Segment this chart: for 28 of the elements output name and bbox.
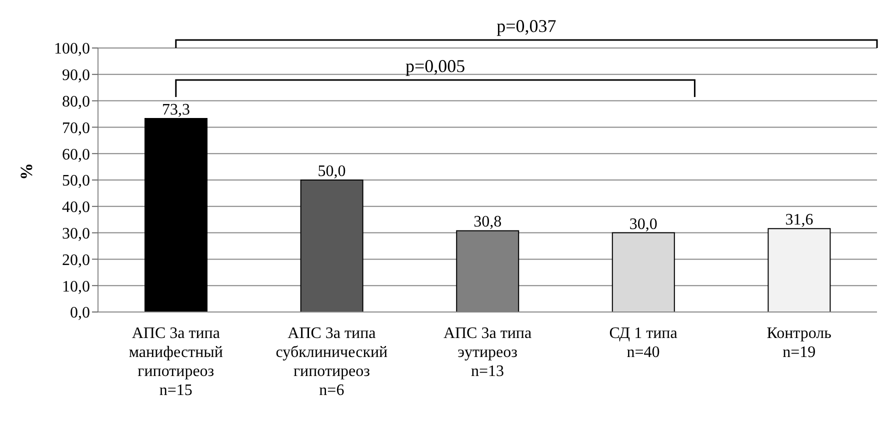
y-tick-label: 20,0 — [62, 252, 90, 269]
x-tick-label: АПС 3а типа манифестный гипотиреоз n=15 — [128, 325, 224, 399]
x-tick-label: АПС 3а типа субклинический гипотиреоз n=6 — [276, 325, 388, 399]
bar — [144, 118, 208, 312]
data-label: 73,3 — [162, 101, 190, 118]
text: p=0,037 — [496, 16, 556, 36]
data-label: 31,6 — [785, 212, 814, 229]
y-tick-label: 0,0 — [70, 304, 90, 322]
data-label: 30,0 — [629, 216, 658, 233]
bar — [768, 228, 831, 312]
y-tick-label: 70,0 — [62, 120, 90, 137]
y-tick-label: 10,0 — [62, 278, 90, 296]
y-tick-label: 90,0 — [62, 67, 90, 84]
data-label: 50,0 — [318, 163, 346, 180]
y-tick-label: 50,0 — [62, 172, 90, 190]
annotation: p=0,005 — [405, 56, 466, 76]
y-tick-label: 80,0 — [62, 93, 90, 110]
y-tick-label: 60,0 — [62, 146, 90, 164]
y-tick-label: 30,0 — [62, 225, 90, 242]
bar — [612, 232, 675, 312]
data-label: 30,8 — [474, 214, 502, 231]
y-axis-title: % — [17, 163, 36, 180]
x-tick-label: Контроль n=19 — [766, 325, 832, 361]
x-tick-label: АПС 3а типа эутиреоз n=13 — [443, 325, 532, 380]
bar — [300, 180, 364, 312]
y-tick-label: 100,0 — [54, 40, 90, 58]
y-tick-label: 40,0 — [62, 199, 90, 216]
x-tick-label: СД 1 типа n=40 — [609, 325, 678, 361]
